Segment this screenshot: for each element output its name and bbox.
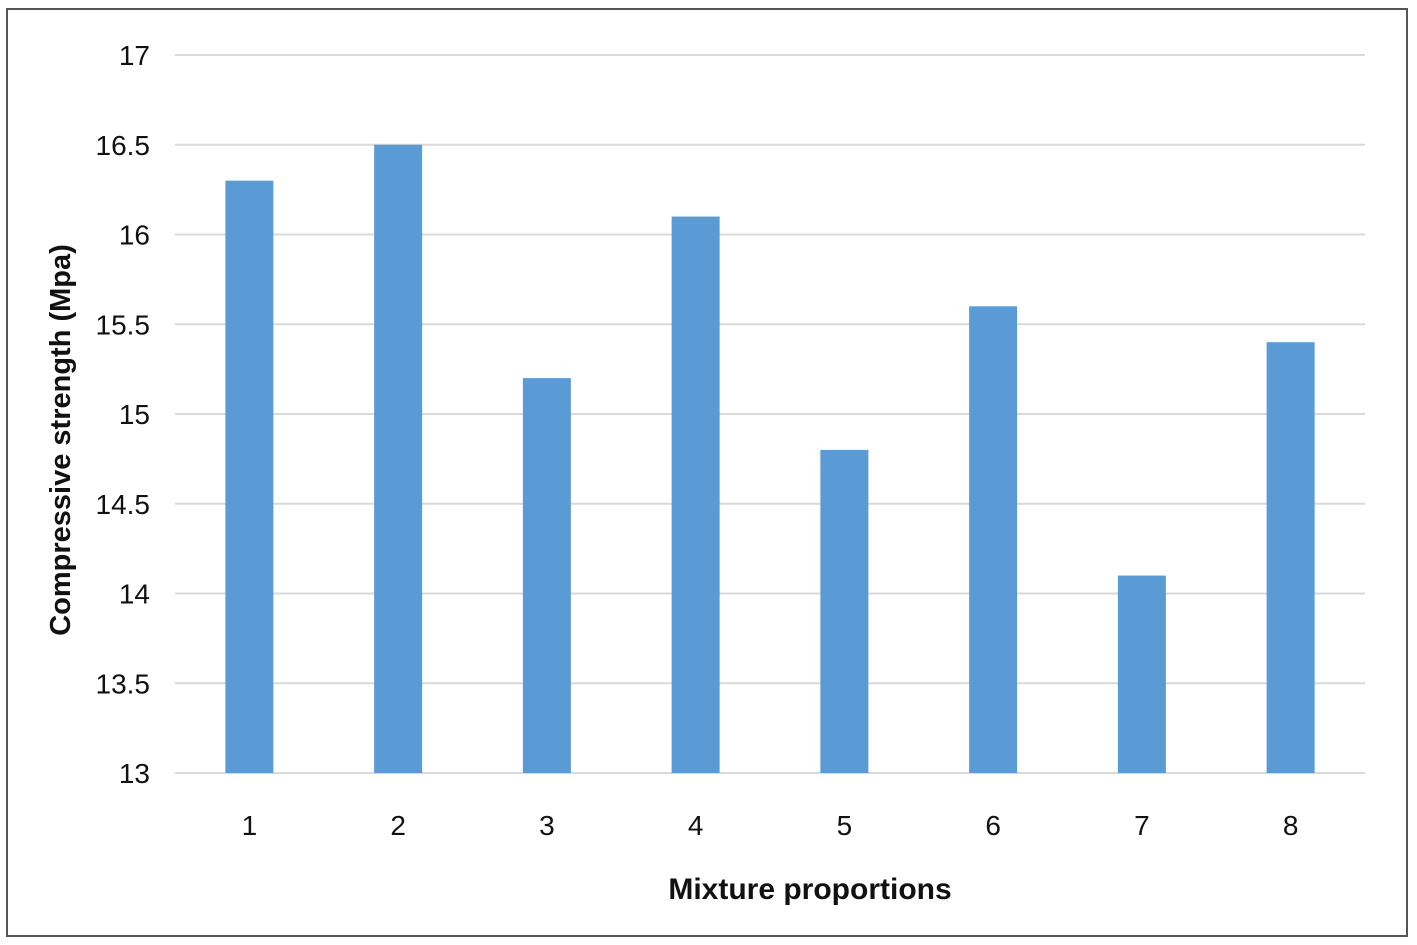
- y-tick-label: 16: [119, 220, 150, 251]
- y-tick-label: 15.5: [96, 309, 151, 340]
- x-tick-label: 4: [688, 810, 704, 841]
- bar-1: [225, 180, 274, 773]
- y-tick-label: 14.5: [96, 489, 151, 520]
- bars: [225, 144, 1315, 774]
- y-tick-label: 13: [119, 758, 150, 789]
- x-tick-label: 6: [985, 810, 1001, 841]
- x-tick-label: 7: [1134, 810, 1150, 841]
- x-tick-label: 1: [242, 810, 258, 841]
- bar-7: [1117, 575, 1166, 773]
- x-tick-labels: 1 2 3 4 5 6 7 8: [242, 810, 1299, 841]
- bar-2: [374, 144, 423, 773]
- x-tick-label: 5: [837, 810, 853, 841]
- y-tick-label: 15: [119, 399, 150, 430]
- x-tick-label: 3: [539, 810, 555, 841]
- bar-5: [820, 449, 869, 773]
- y-tick-label: 16.5: [96, 130, 151, 161]
- bar-3: [522, 378, 571, 773]
- bar-8: [1266, 342, 1315, 773]
- y-tick-label: 14: [119, 579, 150, 610]
- x-axis-title: Mixture proportions: [668, 873, 951, 906]
- y-tick-label: 13.5: [96, 668, 151, 699]
- bar-6: [969, 306, 1018, 773]
- x-tick-label: 8: [1283, 810, 1299, 841]
- gridlines: [175, 54, 1365, 774]
- bar-4: [671, 216, 720, 774]
- x-tick-label: 2: [390, 810, 406, 841]
- y-axis-title: Compressive strength (Mpa): [45, 244, 77, 636]
- y-tick-label: 17: [119, 40, 150, 71]
- y-tick-labels: 13 13.5 14 14.5 15 15.5 16 16.5 17: [96, 40, 151, 789]
